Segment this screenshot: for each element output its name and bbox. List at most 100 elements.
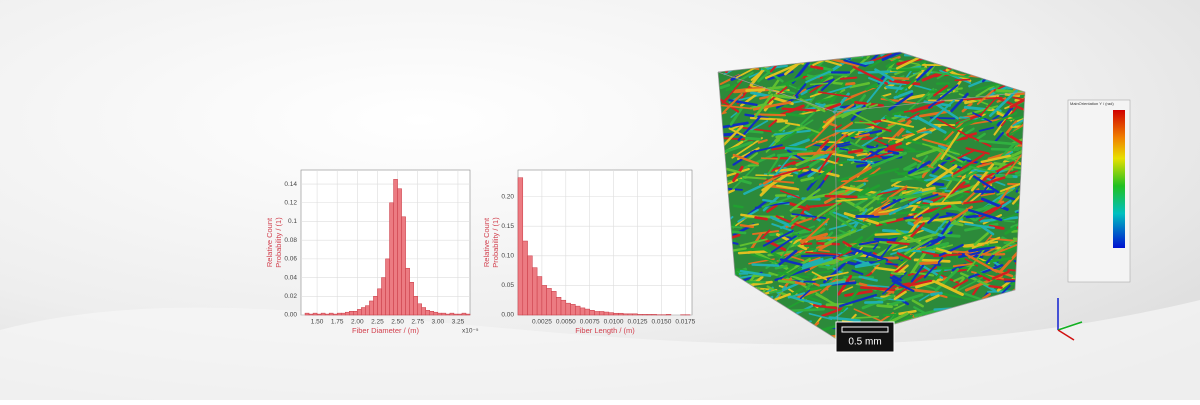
bar: [369, 301, 373, 315]
bar: [614, 313, 619, 315]
bar: [377, 289, 381, 315]
fiber: [946, 235, 959, 236]
fiber: [753, 265, 779, 266]
bar: [566, 303, 571, 315]
fiber: [961, 185, 969, 187]
fiber: [817, 238, 829, 239]
bar: [365, 306, 369, 315]
bar: [551, 291, 556, 315]
bar: [321, 313, 325, 315]
x-tick-label: 0.0050: [556, 319, 576, 326]
fiber: [802, 255, 836, 256]
y-axis-label: Probability / (1): [491, 217, 500, 268]
fiber: [793, 234, 801, 235]
x-tick-label: 2.75: [411, 319, 424, 326]
bar: [406, 268, 410, 315]
fiber: [933, 184, 943, 185]
bar: [337, 313, 341, 315]
bar: [594, 311, 599, 315]
bar: [349, 311, 353, 315]
bar: [414, 296, 418, 315]
fiber: [826, 196, 856, 197]
x-tick-label: 0.0100: [604, 319, 624, 326]
bar: [361, 308, 365, 315]
y-axis-label: Relative Count: [482, 217, 491, 267]
x-tick-label: 0.0075: [580, 319, 600, 326]
bar: [390, 203, 394, 315]
x-tick-label: 0.0175: [675, 319, 695, 326]
bar: [585, 309, 590, 315]
fiber: [955, 80, 969, 81]
fiber: [841, 78, 856, 79]
y-tick-label: 0.10: [501, 253, 514, 260]
x-tick-label: 1.75: [331, 319, 344, 326]
bar: [528, 256, 533, 315]
bar: [450, 313, 454, 315]
fiber: [812, 66, 822, 68]
bar: [523, 241, 528, 315]
bar: [462, 313, 466, 315]
bar: [422, 308, 426, 315]
fiber: [741, 225, 753, 227]
fiber: [932, 293, 942, 294]
bar: [561, 300, 566, 315]
y-axis-label: Relative Count: [265, 217, 274, 267]
y-tick-label: 0.02: [284, 293, 297, 300]
fiber: [819, 250, 829, 251]
fiber: [787, 309, 824, 311]
x-multiplier: x10⁻⁵: [462, 328, 479, 335]
y-tick-label: 0.1: [288, 218, 297, 225]
bar: [599, 311, 604, 315]
fiber: [779, 281, 793, 283]
fiber: [746, 131, 762, 132]
bar: [438, 313, 442, 315]
bar: [345, 312, 349, 315]
bar: [618, 313, 623, 315]
x-axis-label: Fiber Length / (m): [575, 326, 635, 335]
bar: [666, 314, 671, 315]
bar: [532, 268, 537, 315]
bar: [402, 217, 406, 315]
colorbar: [1113, 110, 1125, 248]
bar: [537, 277, 542, 315]
bar: [398, 189, 402, 315]
y-tick-label: 0.00: [501, 312, 514, 319]
y-tick-label: 0.14: [284, 181, 297, 188]
x-tick-label: 1.50: [311, 319, 324, 326]
fiber: [734, 206, 742, 207]
fiber: [829, 74, 848, 75]
bar: [638, 314, 643, 315]
bar: [652, 314, 657, 315]
x-axis-label: Fiber Diameter / (m): [352, 326, 420, 335]
y-tick-label: 0.00: [284, 312, 297, 319]
y-tick-label: 0.20: [501, 193, 514, 200]
fiber: [989, 286, 1001, 288]
bar: [628, 314, 633, 315]
fiber: [777, 121, 786, 122]
fiber: [762, 158, 778, 159]
colorbar-title: MainOrientation Y / (rad): [1070, 101, 1114, 106]
bar: [353, 311, 357, 315]
fiber: [756, 217, 767, 219]
bar: [381, 278, 385, 315]
fiber: [892, 273, 903, 274]
y-tick-label: 0.05: [501, 282, 514, 289]
fiber: [746, 138, 760, 139]
x-tick-label: 2.00: [351, 319, 364, 326]
fiber: [863, 250, 873, 251]
bar: [325, 314, 329, 315]
fiber: [878, 305, 892, 306]
bar: [571, 304, 576, 315]
bar: [317, 314, 321, 315]
bar: [647, 314, 652, 315]
bar: [604, 312, 609, 315]
bar: [623, 314, 628, 315]
y-tick-label: 0.06: [284, 256, 297, 263]
y-tick-label: 0.12: [284, 199, 297, 206]
bar: [556, 297, 561, 315]
bar: [341, 313, 345, 315]
bar: [426, 310, 430, 315]
bar: [329, 313, 333, 315]
bar: [305, 313, 309, 315]
bar: [442, 313, 446, 315]
